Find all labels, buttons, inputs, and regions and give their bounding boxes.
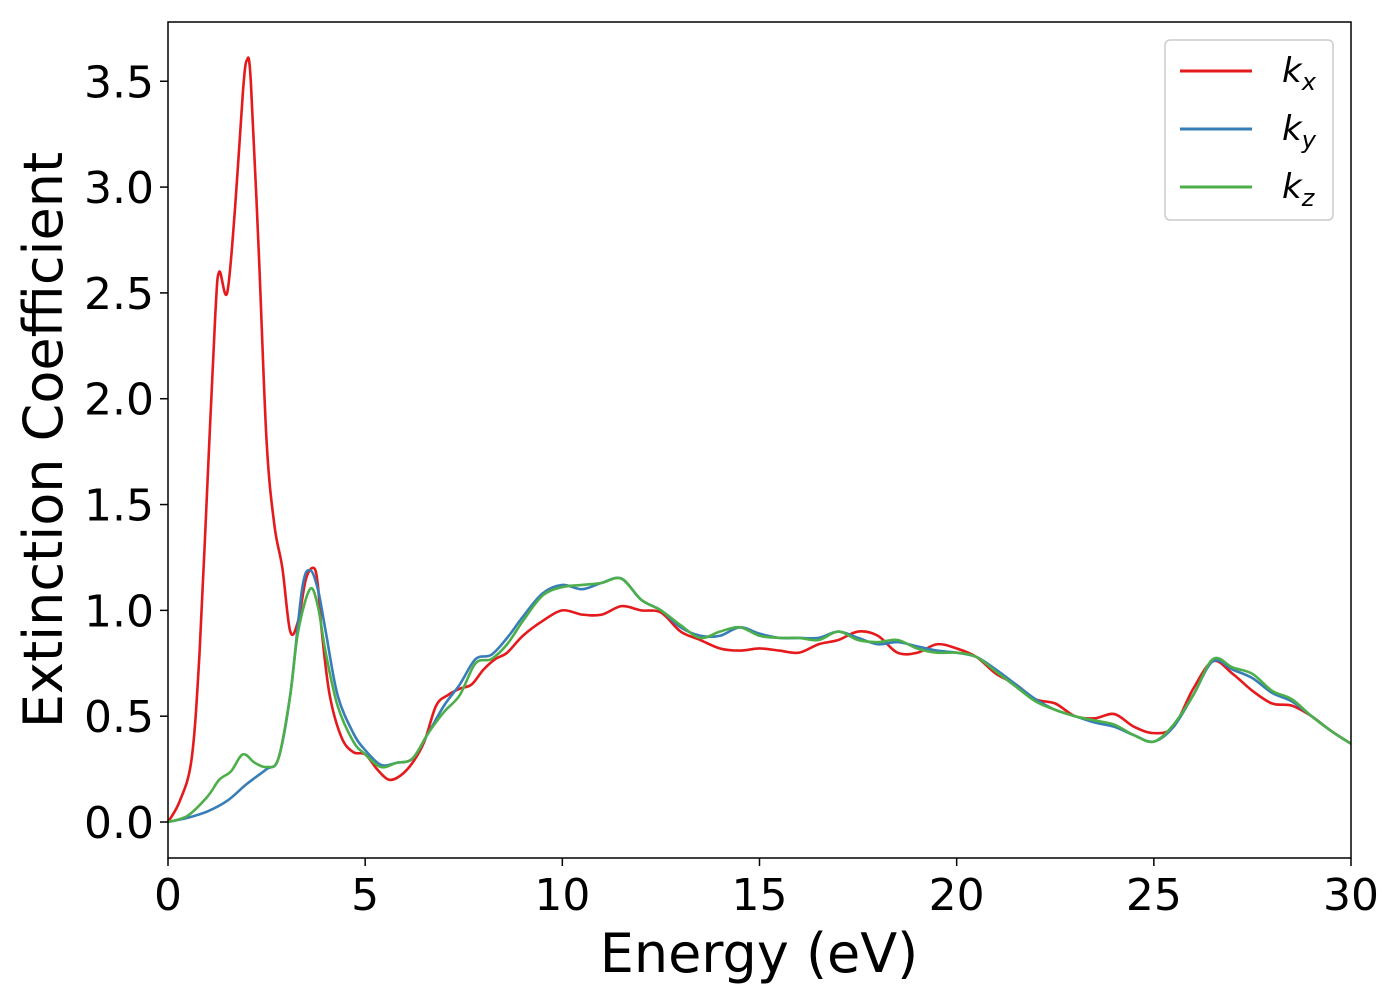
legend-label-ky: ky bbox=[1282, 109, 1317, 154]
y-tick-label: 0.0 bbox=[84, 798, 154, 849]
y-axis-title: Extinction Coefficient bbox=[12, 152, 75, 728]
y-tick-label: 2.0 bbox=[84, 375, 154, 426]
x-axis-title: Energy (eV) bbox=[600, 922, 919, 985]
y-axis: 0.0 0.5 1.0 1.5 2.0 2.5 3.0 3.5 bbox=[84, 57, 168, 849]
legend: kx ky kz bbox=[1164, 39, 1334, 221]
y-tick-label: 2.5 bbox=[84, 269, 154, 320]
y-tick-label: 3.0 bbox=[84, 163, 154, 214]
x-tick-label: 20 bbox=[929, 870, 985, 921]
plot-background bbox=[168, 22, 1351, 858]
y-tick-label: 3.5 bbox=[84, 57, 154, 108]
series-line-kz bbox=[167, 576, 1352, 824]
y-tick-label: 1.0 bbox=[84, 586, 154, 637]
x-tick-label: 25 bbox=[1126, 870, 1182, 921]
x-tick-label: 10 bbox=[534, 870, 590, 921]
x-tick-label: 30 bbox=[1323, 870, 1379, 921]
x-axis: 0 5 10 15 20 25 30 bbox=[154, 858, 1379, 921]
legend-label-kx: kx bbox=[1282, 51, 1317, 96]
y-tick-label: 1.5 bbox=[84, 481, 154, 532]
legend-label-kz: kz bbox=[1282, 167, 1316, 212]
x-tick-label: 5 bbox=[351, 870, 379, 921]
x-tick-label: 0 bbox=[154, 870, 182, 921]
series-layer bbox=[166, 56, 1352, 824]
y-tick-label: 0.5 bbox=[84, 692, 154, 743]
x-tick-label: 15 bbox=[732, 870, 788, 921]
